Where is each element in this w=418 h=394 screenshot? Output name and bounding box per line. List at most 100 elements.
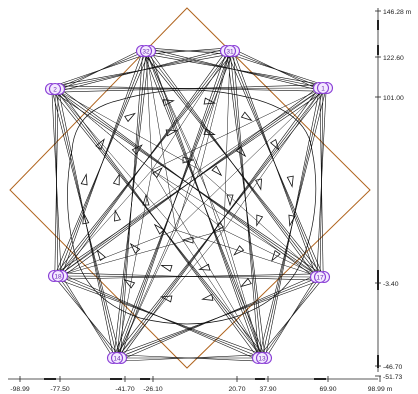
edge-spoke [175,87,324,231]
edge-line [57,273,321,280]
node-label: 14 [113,356,121,363]
edge-line [52,90,265,357]
edge-line [60,49,144,278]
edge-spoke [199,50,231,171]
node-17[interactable]: 17 [309,270,331,284]
node-13[interactable]: 13 [251,351,273,365]
edge-spoke [223,229,321,278]
edge-spoke [145,50,153,171]
arrow-glyph [80,173,88,186]
edge-spoke [54,88,201,171]
arrow-glyph [165,129,178,137]
arrow-glyph [123,278,136,289]
node-label: 2 [53,87,57,94]
arrow-glyph [96,249,107,262]
edge-spoke [54,88,225,231]
node-circle [110,351,124,365]
node-circle [313,270,327,284]
edge-spoke [54,88,177,231]
edge-line [56,47,145,93]
edge-spoke [57,169,153,277]
node-label: 18 [54,274,62,281]
arrow-glyph [153,223,165,235]
arrow-glyph [240,277,252,288]
node-1[interactable]: 1 [312,81,334,95]
edge-spoke [145,50,201,171]
arrow-glyph [124,112,136,123]
edge-spoke [57,169,201,277]
node-31[interactable]: 31 [219,44,241,58]
edge-spoke [145,50,177,231]
arrow-glyph [240,111,253,122]
horizontal-scale-label: 37.90 [259,386,276,393]
arrow-glyph [112,173,120,186]
node-circle [139,44,153,58]
edge-spoke [199,169,321,278]
edge-line [118,273,319,362]
outline-square [9,7,371,369]
node-label: 1 [321,86,325,93]
edge-spoke [116,169,153,359]
node-14[interactable]: 14 [106,351,128,365]
arrow-glyph [142,193,150,206]
edge-spoke [57,229,177,277]
arrow-glyph [198,263,211,271]
edge-spoke [199,169,263,359]
edge-spoke [116,229,177,359]
horizontal-scale-label: 69.90 [319,386,336,393]
edge-line [56,278,264,356]
arrow-glyph [288,214,296,227]
vertical-scale-label: 146.28 m [383,9,412,16]
horizontal-scale-label: 20.70 [228,386,245,393]
edge-line [51,89,62,276]
node-18[interactable]: 18 [47,269,69,283]
edge-spoke [151,50,231,171]
node-32[interactable]: 32 [135,44,157,58]
vertical-scale-label: -51.73 [383,374,402,381]
edge-line [119,49,228,360]
node-label: 31 [226,49,234,56]
arrow-glyph [201,293,214,301]
vertical-scale: 146.28 m 122.60 101.00 -3.40 -46.70 -51.73 [375,8,412,381]
edge-line [143,52,323,276]
edge-line [264,87,321,359]
edge-spoke [57,229,225,277]
horizontal-scale: -98.99 -77.50 -41.70 -26.10 20.70 37.90 69.90 9… [8,376,393,393]
node-label: 13 [258,356,266,363]
edge-line [319,87,324,278]
vertical-scale-label: -3.40 [383,281,399,288]
inner-arrow-field [67,89,317,325]
edge-line [116,354,263,362]
edge-line [51,89,121,358]
horizontal-scale-label: -77.50 [50,386,69,393]
arrow-glyph [233,245,245,256]
arrow-glyph [269,138,280,151]
inner-boundary [67,89,317,325]
edge-spoke [151,169,263,359]
vertical-scale-label: -46.70 [383,364,402,371]
edge-line [264,274,318,361]
edge-line [52,91,323,275]
node-label: 17 [316,275,324,282]
node-2[interactable]: 2 [44,82,66,96]
arrow-glyph [286,175,294,188]
arrow-glyph [271,250,281,262]
edge-spoke [175,229,321,278]
edge-spoke [145,50,225,231]
arrow-glyph [256,214,264,227]
vertical-scale-label: 122.60 [383,55,404,62]
horizontal-scale-label: -98.99 [10,386,29,393]
arrow-glyph [160,265,173,272]
arrow-glyph [151,167,163,179]
node-circle [316,81,330,95]
edge-spoke [175,50,231,231]
arrow-glyph [129,242,141,254]
arrow-glyph [203,97,216,105]
edge-spoke [151,87,324,171]
node-circle [223,44,237,58]
horizontal-scale-label: -41.70 [115,386,134,393]
arrow-glyph [226,194,234,207]
edge-line [228,53,325,86]
rotated-square-outline [9,7,371,369]
